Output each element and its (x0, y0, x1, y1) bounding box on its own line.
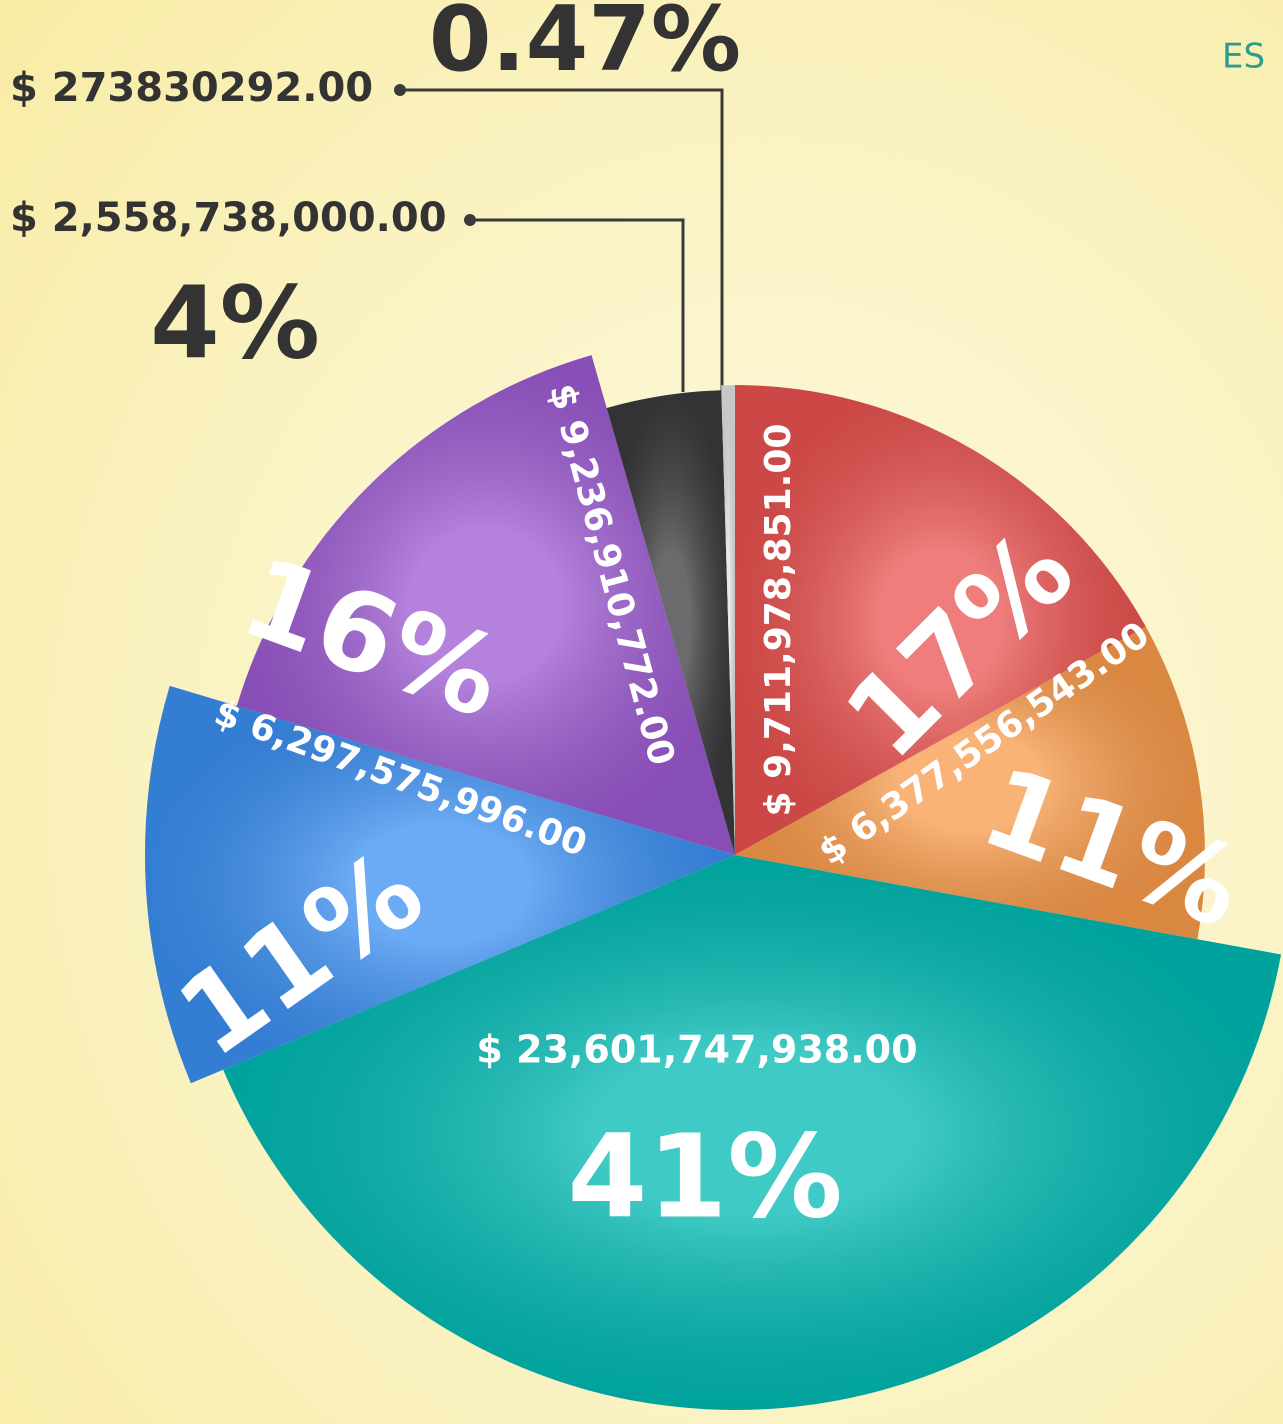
amount-label: $ 2,558,738,000.00 (10, 195, 447, 241)
amount-label: $ 9,711,978,851.00 (758, 424, 799, 817)
amount-label: $ 23,601,747,938.00 (476, 1028, 917, 1072)
value-label: 41% (567, 1111, 842, 1245)
leader-dot (394, 84, 406, 96)
leader-dot (464, 214, 476, 226)
value-label: 0.47% (429, 0, 741, 92)
value-label: 4% (150, 264, 320, 381)
chart: ES $ 9,711,978,851.0017%$ 6,377,556,543.… (0, 0, 1283, 1424)
amount-label: $ 273830292.00 (10, 65, 373, 111)
corner-text: ES (1222, 37, 1265, 77)
